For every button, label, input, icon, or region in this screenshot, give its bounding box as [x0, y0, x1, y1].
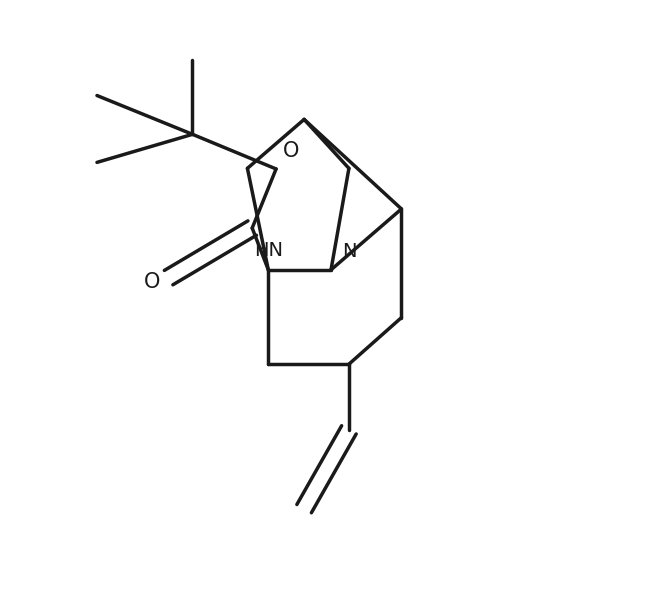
Text: O: O	[283, 141, 299, 161]
Text: HN: HN	[254, 241, 283, 260]
Text: N: N	[342, 242, 356, 261]
Text: O: O	[144, 272, 160, 293]
